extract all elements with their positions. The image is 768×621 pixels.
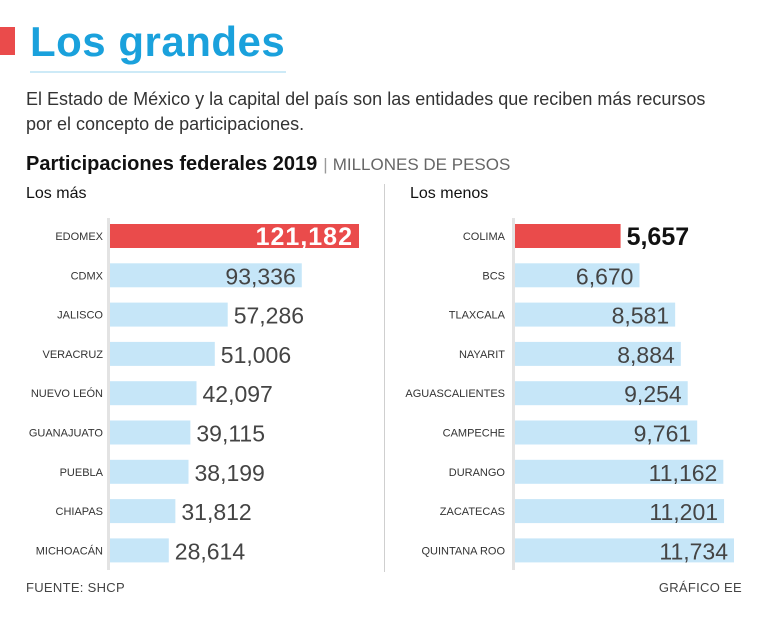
category-label: MICHOACÁN bbox=[36, 544, 103, 557]
category-label: AGUASCALIENTES bbox=[405, 388, 505, 400]
category-label: CDMX bbox=[71, 270, 104, 282]
bar bbox=[515, 302, 676, 327]
bar bbox=[110, 538, 169, 563]
category-label: BCS bbox=[482, 270, 505, 282]
value-label: 8,884 bbox=[617, 342, 675, 368]
value-label: 93,336 bbox=[225, 263, 295, 289]
bar bbox=[110, 341, 215, 366]
page-title: Los grandes bbox=[30, 18, 286, 65]
category-label: ZACATECAS bbox=[440, 506, 505, 518]
value-label: 9,761 bbox=[634, 421, 692, 447]
category-label: COLIMA bbox=[463, 231, 506, 243]
category-label: JALISCO bbox=[57, 310, 103, 322]
category-label: NUEVO LEÓN bbox=[31, 387, 103, 400]
value-label: 31,812 bbox=[181, 499, 251, 525]
subtitle: El Estado de México y la capital del paí… bbox=[26, 89, 706, 134]
bar bbox=[515, 538, 734, 563]
credit-note: GRÁFICO EE bbox=[658, 580, 742, 595]
bar bbox=[515, 263, 640, 288]
value-label: 38,199 bbox=[194, 460, 264, 486]
bar bbox=[110, 224, 359, 248]
group-label-right: Los menos bbox=[410, 185, 489, 202]
axis-line-left bbox=[107, 218, 110, 570]
bar bbox=[515, 459, 724, 484]
category-label: QUINTANA ROO bbox=[421, 545, 505, 557]
value-label: 8,581 bbox=[612, 303, 670, 329]
source-note: FUENTE: SHCP bbox=[26, 580, 125, 595]
category-label: GUANAJUATO bbox=[29, 428, 104, 440]
value-label: 9,254 bbox=[624, 381, 682, 407]
chart-heading-separator: | bbox=[323, 155, 328, 174]
bar bbox=[110, 302, 228, 327]
bar bbox=[515, 224, 621, 248]
bar bbox=[110, 420, 191, 445]
value-label: 57,286 bbox=[234, 303, 304, 329]
panel-divider bbox=[384, 184, 385, 572]
bar bbox=[110, 263, 302, 288]
chart-units: MILLONES DE PESOS bbox=[332, 155, 511, 174]
category-label: TLAXCALA bbox=[449, 310, 506, 322]
group-label-left: Los más bbox=[26, 185, 87, 202]
category-label: CAMPECHE bbox=[443, 428, 505, 440]
category-label: CHIAPAS bbox=[56, 506, 103, 518]
bar bbox=[515, 341, 681, 366]
value-label: 6,670 bbox=[576, 263, 634, 289]
value-label: 28,614 bbox=[175, 538, 246, 564]
value-label: 5,657 bbox=[627, 223, 690, 251]
chart-heading: Participaciones federales 2019 | MILLONES … bbox=[26, 153, 510, 176]
value-label: 11,201 bbox=[649, 499, 718, 525]
value-label: 51,006 bbox=[221, 342, 291, 368]
category-label: PUEBLA bbox=[60, 467, 104, 479]
category-label: VERACRUZ bbox=[42, 349, 103, 361]
title-accent-block bbox=[0, 27, 15, 55]
value-label: 121,182 bbox=[256, 223, 353, 251]
value-label: 42,097 bbox=[202, 381, 272, 407]
bar bbox=[515, 381, 688, 406]
bar bbox=[515, 420, 698, 445]
category-label: DURANGO bbox=[449, 467, 506, 479]
bar bbox=[110, 499, 176, 524]
bar bbox=[515, 499, 725, 524]
axis-line-right bbox=[512, 218, 515, 570]
bar bbox=[110, 381, 197, 406]
chart-title: Participaciones federales 2019 bbox=[26, 153, 318, 175]
title-underline bbox=[30, 71, 286, 73]
bar bbox=[110, 459, 189, 484]
value-label: 11,734 bbox=[659, 538, 728, 564]
category-label: NAYARIT bbox=[459, 349, 505, 361]
category-label: EDOMEX bbox=[55, 231, 103, 243]
value-label: 39,115 bbox=[196, 421, 265, 447]
value-label: 11,162 bbox=[649, 460, 718, 486]
